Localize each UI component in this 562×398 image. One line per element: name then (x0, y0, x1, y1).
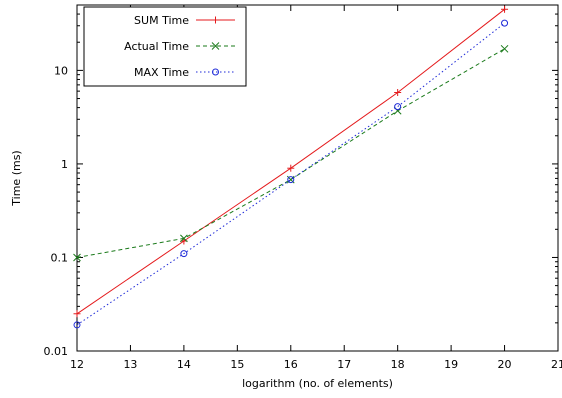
x-tick-label: 18 (391, 358, 405, 371)
x-tick-label: 13 (123, 358, 137, 371)
x-tick-label: 14 (177, 358, 191, 371)
y-tick-label: 1 (61, 158, 68, 171)
plus-marker (73, 310, 81, 318)
y-axis-title: Time (ms) (10, 150, 23, 206)
y-tick-label: 10 (54, 64, 68, 77)
circle-marker (212, 68, 219, 76)
x-tick-label: 21 (551, 358, 562, 371)
plus-marker (501, 5, 509, 13)
y-tick-label: 0.01 (44, 345, 69, 358)
x-tick-label: 19 (444, 358, 458, 371)
x-axis-title: logarithm (no. of elements) (242, 377, 393, 390)
circle-marker (501, 19, 509, 27)
cross-marker (180, 234, 188, 243)
legend-label: SUM Time (134, 14, 189, 27)
plus-marker (212, 16, 219, 24)
y-tick-label: 0.1 (51, 251, 69, 264)
plus-marker (394, 89, 402, 97)
plus-marker (287, 164, 295, 172)
legend-label: MAX Time (134, 66, 189, 79)
cross-marker (211, 42, 220, 50)
legend: SUM Time Actual Time MAX Time (83, 6, 247, 87)
axis-ticks: 12 13 14 15 16 17 18 19 20 21 0.01 0.1 1 10 (44, 5, 562, 371)
legend-label: Actual Time (124, 40, 189, 53)
circle-marker (73, 321, 81, 329)
cross-marker (73, 253, 81, 262)
x-tick-label: 15 (230, 358, 244, 371)
series-line (76, 48, 505, 258)
circle-marker (180, 250, 188, 258)
circle-marker (287, 176, 295, 184)
x-tick-label: 12 (70, 358, 84, 371)
x-tick-label: 20 (498, 358, 512, 371)
x-tick-label: 16 (284, 358, 298, 371)
circle-marker (394, 103, 402, 111)
series-lines (73, 5, 509, 329)
cross-marker (500, 44, 509, 53)
x-tick-label: 17 (337, 358, 351, 371)
series-line (76, 22, 505, 326)
